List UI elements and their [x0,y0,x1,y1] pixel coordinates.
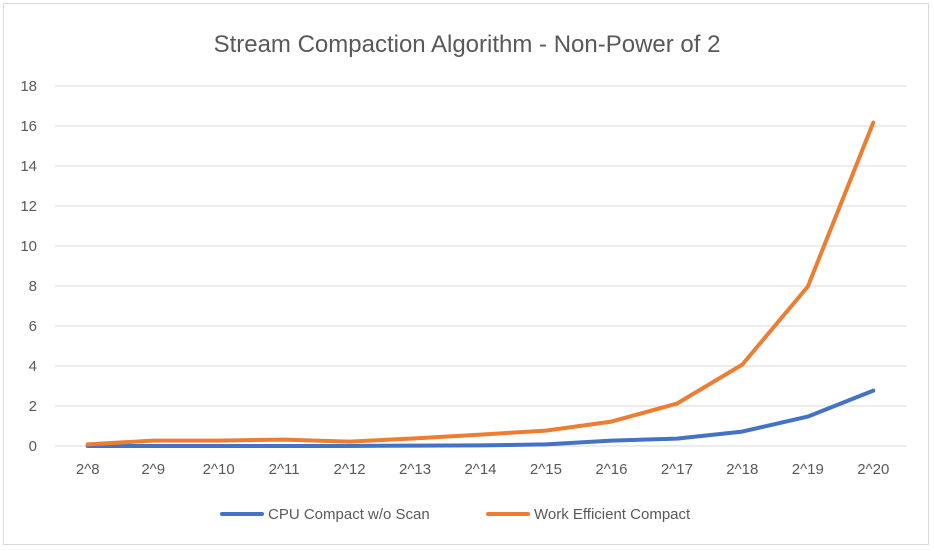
series-lines [85,120,876,448]
series-line-1 [85,120,876,447]
y-tick-label: 10 [20,238,37,255]
y-axis-tick-labels: 0 2 4 6 8 10 12 14 16 18 [20,78,37,455]
y-tick-label: 8 [29,278,37,295]
y-tick-label: 0 [29,438,37,455]
x-tick-label: 2^15 [530,461,562,478]
y-tick-label: 16 [20,118,37,135]
y-tick-label: 14 [20,158,37,175]
y-tick-label: 4 [29,358,37,375]
x-tick-label: 2^13 [399,461,431,478]
y-tick-label: 12 [20,198,37,215]
x-tick-label: 2^8 [76,461,100,478]
x-tick-label: 2^12 [334,461,366,478]
x-tick-label: 2^18 [726,461,758,478]
x-axis-tick-labels: 2^8 2^9 2^10 2^11 2^12 2^13 2^14 2^15 2^16 2^17 2^… [76,461,889,478]
x-tick-label: 2^14 [464,461,496,478]
legend-label-0: CPU Compact w/o Scan [268,506,430,523]
legend: CPU Compact w/o Scan Work Efficient Compa… [220,506,691,523]
gridlines [55,85,906,447]
chart-frame [3,3,929,545]
y-tick-label: 6 [29,318,37,335]
x-tick-label: 2^11 [269,461,300,478]
y-tick-label: 18 [20,78,37,95]
x-tick-label: 2^9 [141,461,165,478]
x-tick-label: 2^17 [661,461,693,478]
x-tick-label: 2^19 [792,461,824,478]
legend-label-1: Work Efficient Compact [534,506,691,523]
x-tick-label: 2^20 [857,461,889,478]
chart-title: Stream Compaction Algorithm - Non-Power … [214,31,721,58]
x-tick-label: 2^10 [203,461,235,478]
y-tick-label: 2 [29,398,37,415]
series-line-0 [85,388,876,448]
x-tick-label: 2^16 [595,461,627,478]
